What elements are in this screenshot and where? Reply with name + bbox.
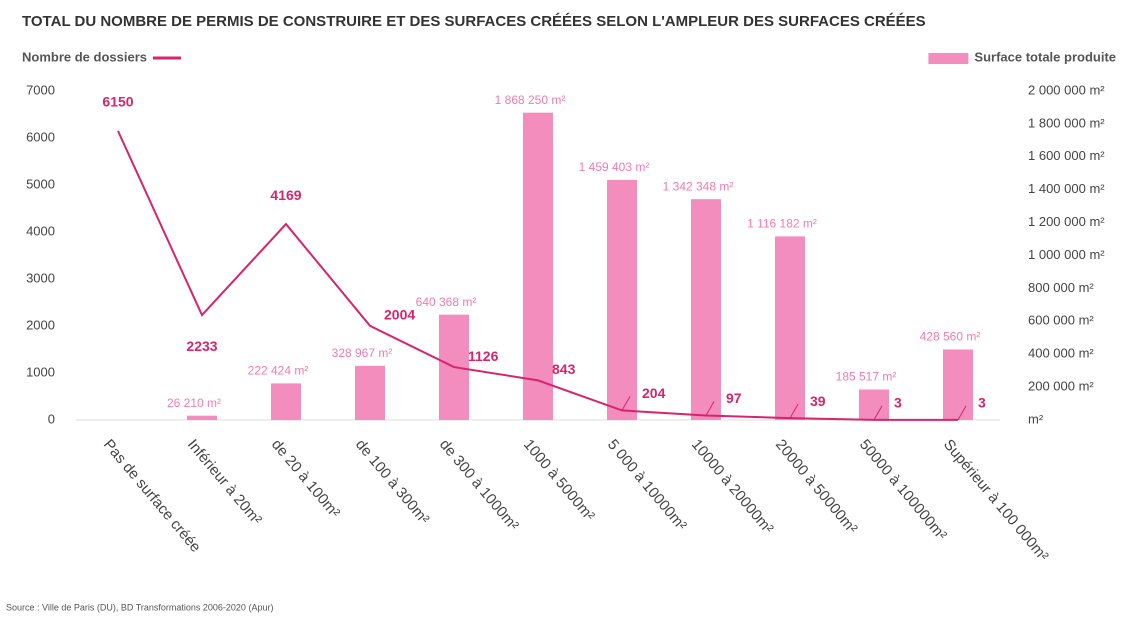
y2-tick-label: 2 000 000 m² bbox=[1028, 82, 1105, 97]
legend-label: Nombre de dossiers bbox=[22, 49, 147, 64]
y-tick-label: 2000 bbox=[26, 317, 55, 332]
bar bbox=[607, 179, 637, 420]
line-value-label: 2004 bbox=[384, 307, 415, 323]
leader-line bbox=[789, 403, 799, 419]
bar bbox=[859, 389, 889, 420]
leader-line bbox=[957, 405, 967, 421]
x-tick-label: Pas de surface créée bbox=[100, 436, 204, 556]
bar-value-label: 328 967 m² bbox=[332, 346, 393, 360]
bar-value-label: 26 210 m² bbox=[167, 396, 221, 410]
y-tick-label: 6000 bbox=[26, 129, 55, 144]
line-value-label: 2233 bbox=[186, 338, 217, 354]
bar bbox=[775, 236, 805, 420]
line-value-label: 4169 bbox=[270, 187, 301, 203]
bar bbox=[187, 415, 217, 420]
line-value-label: 97 bbox=[726, 390, 742, 406]
x-tick-label: Supérieur à 100 000m² bbox=[940, 436, 1052, 564]
x-tick-label: Inférieur à 20m² bbox=[184, 436, 265, 528]
y-tick-label: 3000 bbox=[26, 270, 55, 285]
leader-line bbox=[621, 396, 631, 411]
y-tick-label: 4000 bbox=[26, 223, 55, 238]
legend-label: Surface totale produite bbox=[974, 49, 1116, 64]
legend-swatch bbox=[928, 53, 969, 64]
x-tick-label: de 100 à 300m² bbox=[352, 436, 433, 527]
y2-tick-label: 1 400 000 m² bbox=[1028, 181, 1105, 196]
bar-value-label: 1 459 403 m² bbox=[579, 160, 650, 174]
line-value-label: 1126 bbox=[468, 348, 499, 364]
bar bbox=[271, 383, 301, 420]
bar bbox=[691, 199, 721, 420]
x-tick-label: 10000 à 20000m² bbox=[688, 436, 777, 537]
bar-value-label: 640 368 m² bbox=[416, 295, 477, 309]
y2-tick-label: 800 000 m² bbox=[1028, 280, 1094, 295]
x-tick-label: de 20 à 100m² bbox=[268, 436, 343, 521]
x-tick-label: 5 000 à 10000m² bbox=[604, 436, 690, 534]
x-tick-label: 50000 à 100000m² bbox=[856, 436, 950, 543]
y-tick-label: 7000 bbox=[26, 82, 55, 97]
line-value-label: 6150 bbox=[102, 94, 133, 110]
y2-tick-label: 200 000 m² bbox=[1028, 379, 1094, 394]
x-tick-label: de 300 à 1000m² bbox=[436, 436, 522, 534]
bar-value-label: 1 868 250 m² bbox=[495, 93, 566, 107]
bar-value-label: 1 116 182 m² bbox=[747, 217, 817, 231]
chart-title: TOTAL DU NOMBRE DE PERMIS DE CONSTRUIRE … bbox=[22, 13, 926, 30]
y2-tick-label: m² bbox=[1028, 411, 1044, 426]
y2-tick-label: 1 800 000 m² bbox=[1028, 115, 1105, 130]
y2-tick-label: 1 600 000 m² bbox=[1028, 148, 1105, 163]
y-tick-label: 1000 bbox=[26, 364, 55, 379]
line-value-label: 39 bbox=[810, 393, 826, 409]
x-tick-label: 1000 à 5000m² bbox=[520, 436, 598, 524]
bar-value-label: 1 342 348 m² bbox=[663, 179, 734, 193]
bar bbox=[943, 349, 973, 420]
line-value-label: 3 bbox=[978, 395, 986, 411]
bar bbox=[355, 365, 385, 420]
bar-value-label: 185 517 m² bbox=[836, 370, 897, 384]
y2-tick-label: 1 200 000 m² bbox=[1028, 214, 1105, 229]
x-tick-label: 20000 à 50000m² bbox=[772, 436, 861, 537]
leader-line bbox=[873, 405, 883, 421]
bar-value-label: 428 560 m² bbox=[920, 330, 981, 344]
bar bbox=[523, 112, 553, 420]
y2-tick-label: 600 000 m² bbox=[1028, 313, 1094, 328]
y-tick-label: 0 bbox=[48, 411, 55, 426]
y2-tick-label: 400 000 m² bbox=[1028, 346, 1094, 361]
line-value-label: 843 bbox=[552, 361, 576, 377]
source: Source : Ville de Paris (DU), BD Transfo… bbox=[6, 602, 273, 612]
line-value-label: 204 bbox=[642, 385, 666, 401]
y2-tick-label: 1 000 000 m² bbox=[1028, 247, 1105, 262]
line bbox=[117, 130, 958, 421]
y-tick-label: 5000 bbox=[26, 176, 55, 191]
leader-line bbox=[705, 401, 715, 416]
line-value-label: 3 bbox=[894, 395, 902, 411]
bar-value-label: 222 424 m² bbox=[248, 364, 309, 378]
